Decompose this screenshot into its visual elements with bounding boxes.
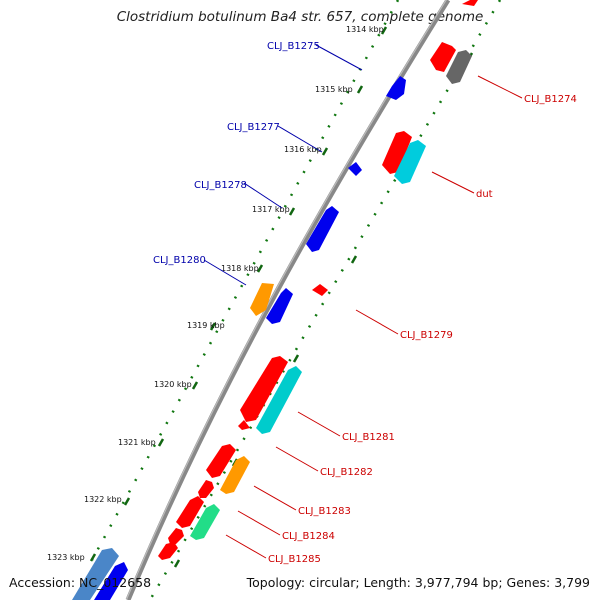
- gene-label[interactable]: CLJ_B1277: [227, 122, 280, 133]
- gene-label[interactable]: CLJ_B1275: [267, 41, 320, 52]
- gene-CLJ_B1277[interactable]: [348, 162, 362, 176]
- gene-label[interactable]: CLJ_B1284: [282, 531, 335, 542]
- accession-text: Accession: NC_012658: [9, 575, 152, 590]
- gene-blue-bottom[interactable]: [72, 548, 128, 600]
- gene-label[interactable]: CLJ_B1282: [320, 467, 373, 478]
- gene-label[interactable]: dut: [476, 189, 493, 200]
- tick-label: 1321 kbp: [118, 438, 156, 447]
- forward-leader-lines: [203, 44, 363, 286]
- gene-CLJ_B1284[interactable]: [176, 496, 220, 540]
- tick-label: 1322 kbp: [84, 495, 122, 504]
- tick-label: 1316 kbp: [284, 145, 322, 154]
- gene-label[interactable]: CLJ_B1280: [153, 255, 206, 266]
- gene-label[interactable]: CLJ_B1283: [298, 506, 351, 517]
- gene-label[interactable]: CLJ_B1285: [268, 554, 321, 565]
- gene-CLJ_B1275[interactable]: [386, 76, 406, 100]
- tick-label: 1317 kbp: [252, 205, 290, 214]
- gene-CLJ_B1285[interactable]: [158, 528, 184, 560]
- gene-CLJ_B1281[interactable]: [238, 356, 302, 434]
- tick-label: 1320 kbp: [154, 380, 192, 389]
- reverse-tick-marks: [173, 52, 474, 568]
- gene-CLJ_B1279[interactable]: [312, 284, 328, 296]
- forward-tick-marks: [89, 26, 388, 562]
- gene-label[interactable]: CLJ_B1274: [524, 94, 577, 105]
- tick-label: 1319 kbp: [187, 321, 225, 330]
- tick-label: 1315 kbp: [315, 85, 353, 94]
- gene-label[interactable]: CLJ_B1281: [342, 432, 395, 443]
- gene-CLJ_B1280[interactable]: [250, 283, 293, 324]
- gene-CLJ_B1282[interactable]: [206, 444, 250, 494]
- reverse-leader-lines: [225, 75, 523, 559]
- gene-CLJ_B1278[interactable]: [306, 206, 339, 252]
- tick-label: 1323 kbp: [47, 553, 85, 562]
- gene-CLJ_B1283[interactable]: [198, 480, 214, 498]
- tick-label: 1318 kbp: [221, 264, 259, 273]
- gene-dut[interactable]: [382, 131, 426, 184]
- gene-CLJ_B1274[interactable]: [430, 0, 478, 84]
- tick-label: 1314 kbp: [346, 25, 384, 34]
- gene-label[interactable]: CLJ_B1278: [194, 180, 247, 191]
- topology-text: Topology: circular; Length: 3,977,794 bp…: [246, 575, 590, 590]
- gene-label[interactable]: CLJ_B1279: [400, 330, 453, 341]
